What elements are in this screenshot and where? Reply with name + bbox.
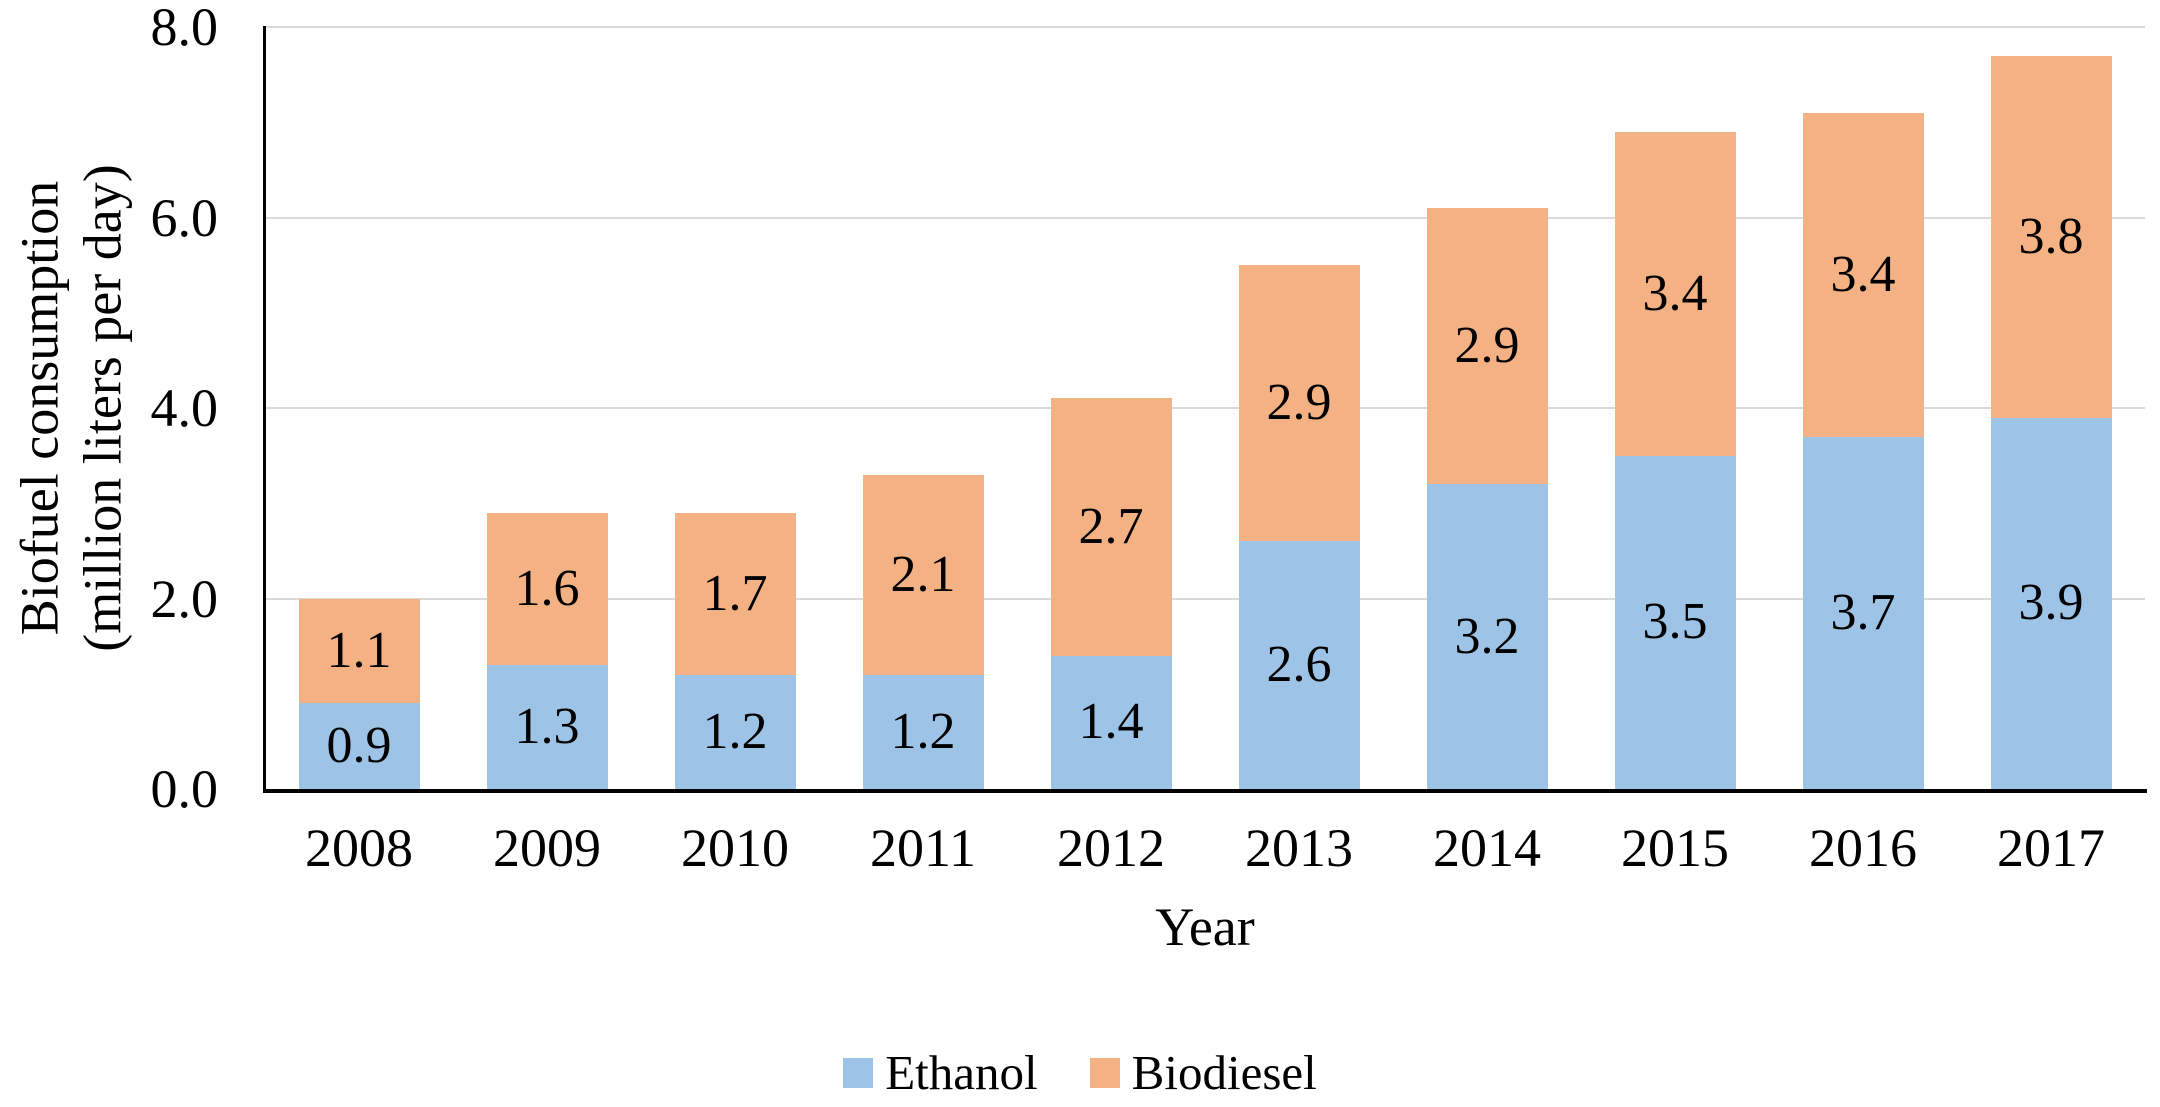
bar-segment-biodiesel-2008: 1.1 xyxy=(298,598,420,704)
x-axis-line xyxy=(263,789,2147,793)
bar-segment-ethanol-2008: 0.9 xyxy=(298,703,420,789)
x-tick-label-2010: 2010 xyxy=(681,818,789,878)
bar-segment-ethanol-2016: 3.7 xyxy=(1802,436,1924,789)
y-tick-label-0.0: 0.0 xyxy=(150,759,219,819)
bar-segment-biodiesel-2016: 3.4 xyxy=(1802,112,1924,437)
gridline-y-2 xyxy=(266,597,2145,600)
bar-segment-ethanol-2011: 1.2 xyxy=(862,674,984,789)
bar-segment-ethanol-2013: 2.6 xyxy=(1238,541,1360,789)
x-axis-tick-labels: 2008 2009 2010 2011 2012 2013 2014 2015 2016 2017 xyxy=(265,820,2145,880)
bar-value-label: 3.8 xyxy=(2018,207,2084,265)
bar-value-label: 1.1 xyxy=(326,621,392,679)
bar-segment-ethanol-2009: 1.3 xyxy=(486,665,608,789)
y-tick-label-2.0: 2.0 xyxy=(150,568,219,629)
bar-segment-biodiesel-2012: 2.7 xyxy=(1050,398,1172,656)
legend-item-biodiesel: Biodiesel xyxy=(1089,1045,1317,1100)
bar-segment-ethanol-2014: 3.2 xyxy=(1426,484,1548,789)
bar-value-label: 1.2 xyxy=(702,702,768,760)
bar-segment-biodiesel-2011: 2.1 xyxy=(862,474,984,675)
gridline-y-8 xyxy=(266,26,2145,28)
y-tick-label-8.0: 8.0 xyxy=(150,0,219,57)
x-tick-label-2011: 2011 xyxy=(870,818,976,878)
bar-segment-ethanol-2012: 1.4 xyxy=(1050,655,1172,789)
bar-value-label: 3.4 xyxy=(1642,264,1708,322)
legend: Ethanol Biodiesel xyxy=(0,1048,2160,1098)
x-tick-label-2015: 2015 xyxy=(1621,818,1729,878)
bar-value-label: 1.4 xyxy=(1078,693,1144,751)
bar-segment-biodiesel-2014: 2.9 xyxy=(1426,207,1548,485)
bar-value-label: 1.6 xyxy=(514,559,580,617)
x-tick-label-2016: 2016 xyxy=(1809,818,1917,878)
legend-item-ethanol: Ethanol xyxy=(843,1045,1038,1100)
gridline-y-6 xyxy=(266,216,2145,219)
bar-value-label: 1.3 xyxy=(514,698,580,756)
legend-label-biodiesel: Biodiesel xyxy=(1131,1045,1317,1100)
bar-value-label: 3.5 xyxy=(1642,593,1708,651)
bar-value-label: 3.2 xyxy=(1454,607,1520,665)
bar-value-label: 3.9 xyxy=(2018,574,2084,632)
bar-segment-ethanol-2015: 3.5 xyxy=(1614,455,1736,789)
bar-value-label: 2.9 xyxy=(1266,374,1332,432)
legend-label-ethanol: Ethanol xyxy=(885,1045,1038,1100)
x-tick-label-2009: 2009 xyxy=(493,818,601,878)
gridline-y-4 xyxy=(266,407,2145,409)
bar-segment-biodiesel-2015: 3.4 xyxy=(1614,131,1736,456)
y-axis-tick-labels: 0.0 2.0 4.0 6.0 8.0 xyxy=(0,0,219,819)
x-tick-label-2013: 2013 xyxy=(1245,818,1353,878)
bar-value-label: 2.7 xyxy=(1078,498,1144,556)
y-tick-label-6.0: 6.0 xyxy=(150,187,219,248)
x-tick-label-2012: 2012 xyxy=(1057,818,1165,878)
bar-value-label: 2.9 xyxy=(1454,317,1520,375)
bar-value-label: 2.6 xyxy=(1266,636,1332,694)
bar-segment-biodiesel-2010: 1.7 xyxy=(674,512,796,675)
bar-segment-ethanol-2017: 3.9 xyxy=(1990,417,2112,789)
bar-value-label: 3.7 xyxy=(1830,583,1896,641)
legend-swatch-biodiesel xyxy=(1089,1058,1120,1088)
bar-value-label: 1.7 xyxy=(702,564,768,622)
x-tick-label-2017: 2017 xyxy=(1997,818,2105,878)
bar-segment-biodiesel-2017: 3.8 xyxy=(1990,55,2112,418)
x-axis-title: Year xyxy=(1155,897,1255,957)
y-tick-label-4.0: 4.0 xyxy=(150,378,219,438)
x-tick-label-2014: 2014 xyxy=(1433,818,1541,878)
bar-value-label: 3.4 xyxy=(1830,245,1896,303)
y-axis-line xyxy=(263,26,266,793)
bar-value-label: 1.2 xyxy=(890,702,956,760)
bar-value-label: 0.9 xyxy=(326,717,392,775)
legend-swatch-ethanol xyxy=(843,1058,874,1088)
x-tick-label-2008: 2008 xyxy=(305,818,413,878)
bar-segment-ethanol-2010: 1.2 xyxy=(674,674,796,789)
bar-segment-biodiesel-2013: 2.9 xyxy=(1238,265,1360,542)
plot-area: 0.9 1.1 1.3 1.6 1.2 1.7 1.2 2.1 1.4 2.7 2.6 2.9 3.2 2… xyxy=(265,26,2145,789)
bar-segment-biodiesel-2009: 1.6 xyxy=(486,512,608,666)
bar-value-label: 2.1 xyxy=(890,545,956,603)
